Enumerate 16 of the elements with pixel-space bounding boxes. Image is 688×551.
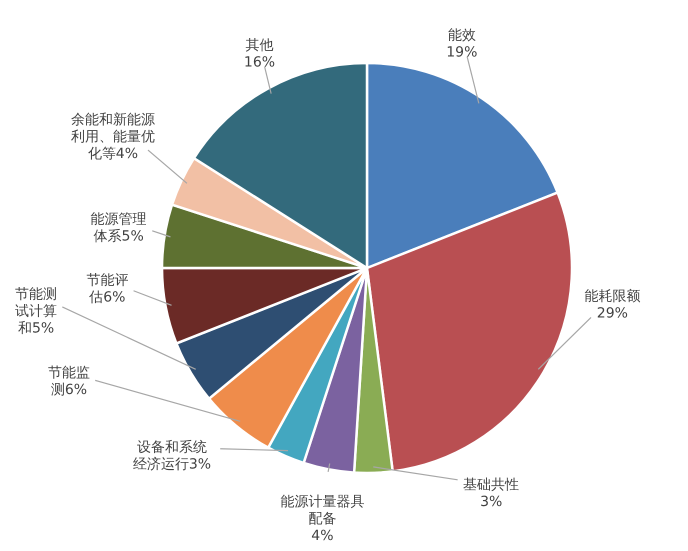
data-label: 19% [446,44,478,61]
slice-label: 节能评估6% [86,272,128,306]
data-label: 16% [244,54,276,71]
slice-label: 能耗限额 [584,288,640,304]
data-label: 3% [480,494,502,510]
slice-label: 节能测试计算和5% [15,286,58,337]
slice-label: 基础共性 [463,476,520,493]
data-label: 29% [596,305,628,322]
slice-label: 余能和新能源利用、能量优化等4% [70,112,155,162]
slice-label: 能效 [448,28,476,44]
slice-label: 其他 [246,38,274,54]
data-label: 4% [311,528,334,544]
slice-label: 设备和系统经济运行3% [132,439,212,472]
slice-label: 能源计量器具配备 [280,494,364,527]
slice-label: 能源管理体系5% [90,212,147,245]
slice-label: 节能监测6% [48,364,90,398]
